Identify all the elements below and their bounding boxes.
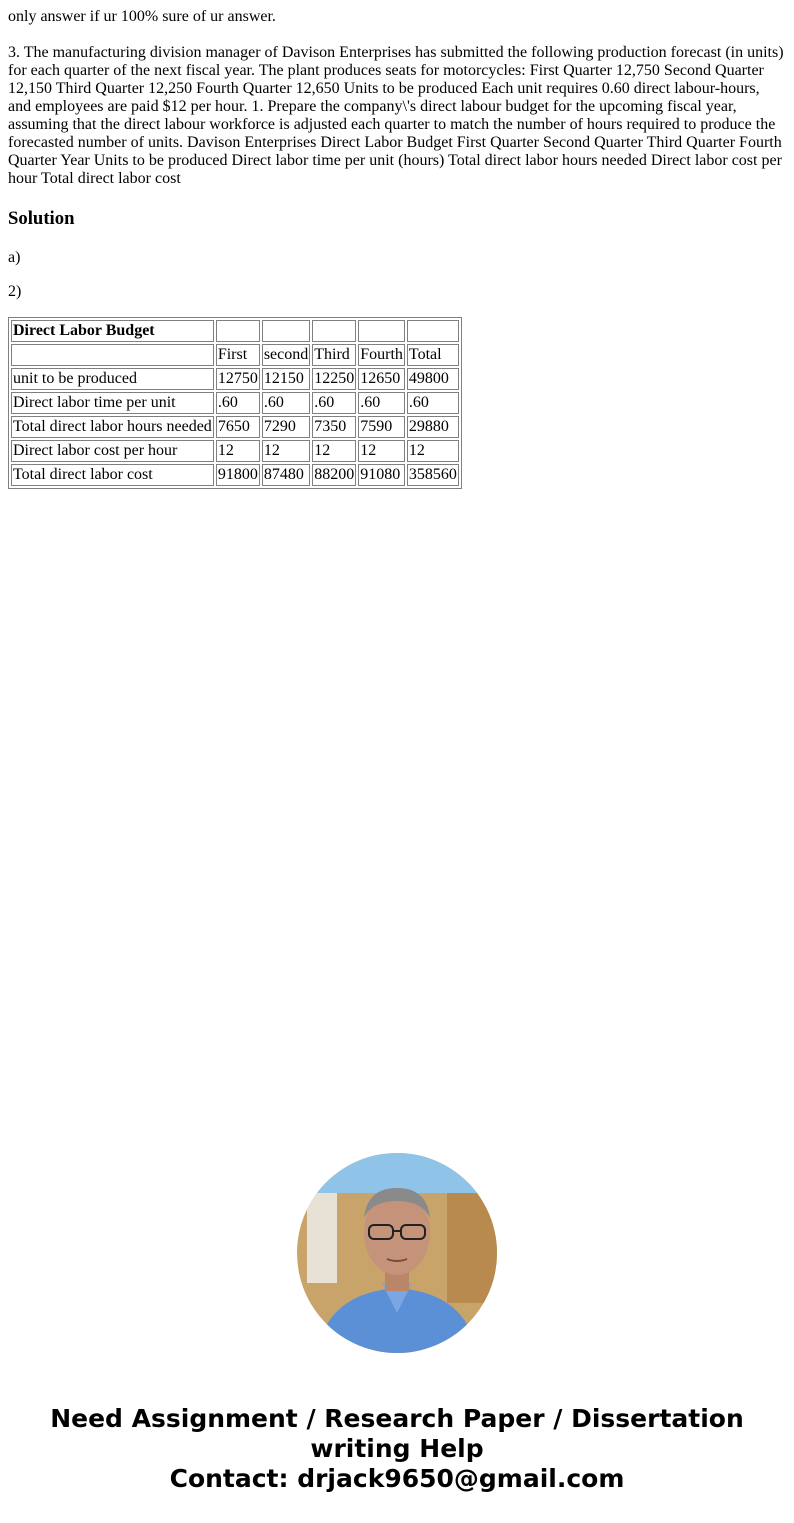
row-label: Direct labor cost per hour bbox=[11, 440, 214, 462]
table-cell: .60 bbox=[312, 392, 357, 414]
empty-cell bbox=[358, 320, 405, 342]
part-a-label: a) bbox=[8, 249, 21, 266]
table-cell: .60 bbox=[215, 392, 260, 414]
table-cell: 7650 bbox=[215, 416, 260, 438]
table-cell: 88200 bbox=[312, 464, 357, 486]
table-cell: 87480 bbox=[261, 464, 311, 486]
table-row: Total direct labor cost 91800 87480 88200 91… bbox=[11, 464, 459, 486]
table-cell: .60 bbox=[358, 392, 405, 414]
question-text: 3. The manufacturing division manager of… bbox=[8, 44, 784, 187]
question-note: only answer if ur 100% sure of ur answer… bbox=[8, 8, 276, 25]
table-title: Direct Labor Budget bbox=[11, 320, 214, 342]
table-cell: 358560 bbox=[406, 464, 459, 486]
row-label: Direct labor time per unit bbox=[11, 392, 214, 414]
direct-labor-budget-table: Direct Labor Budget First second Third Four… bbox=[8, 317, 462, 489]
table-cell: 7590 bbox=[358, 416, 405, 438]
table-cell: Third bbox=[312, 344, 357, 366]
author-photo bbox=[297, 1153, 497, 1353]
footer-line-2: writing Help bbox=[310, 1434, 484, 1463]
table-cell: Total bbox=[406, 344, 459, 366]
table-cell: 12150 bbox=[261, 368, 311, 390]
empty-cell bbox=[406, 320, 459, 342]
part-2-label: 2) bbox=[8, 283, 22, 300]
table-cell: Fourth bbox=[358, 344, 405, 366]
table-cell: 12650 bbox=[358, 368, 405, 390]
table-cell: 12 bbox=[358, 440, 405, 462]
row-label: unit to be produced bbox=[11, 368, 214, 390]
table-cell: .60 bbox=[261, 392, 311, 414]
table-cell: 12 bbox=[312, 440, 357, 462]
empty-cell bbox=[215, 320, 260, 342]
table-cell: 12 bbox=[215, 440, 260, 462]
empty-cell bbox=[312, 320, 357, 342]
table-cell: 29880 bbox=[406, 416, 459, 438]
row-label: Total direct labor cost bbox=[11, 464, 214, 486]
table-cell: 7350 bbox=[312, 416, 357, 438]
table-cell: 12750 bbox=[215, 368, 260, 390]
footer-ad: Need Assignment / Research Paper / Disse… bbox=[0, 1404, 794, 1494]
table-row: unit to be produced 12750 12150 12250 12650 4… bbox=[11, 368, 459, 390]
footer-contact: Contact: drjack9650@gmail.com bbox=[169, 1464, 625, 1493]
table-title-row: Direct Labor Budget bbox=[11, 320, 459, 342]
table-cell: 91800 bbox=[215, 464, 260, 486]
table-cell: 12 bbox=[261, 440, 311, 462]
table-cell: 12250 bbox=[312, 368, 357, 390]
footer-line-1: Need Assignment / Research Paper / Disse… bbox=[50, 1404, 744, 1433]
table-cell: .60 bbox=[406, 392, 459, 414]
table-cell: second bbox=[261, 344, 311, 366]
row-label: Total direct labor hours needed bbox=[11, 416, 214, 438]
table-cell: 7290 bbox=[261, 416, 311, 438]
row-label bbox=[11, 344, 214, 366]
table-row: Direct labor time per unit .60.60.60.60.6… bbox=[11, 392, 459, 414]
table-cell: 12 bbox=[406, 440, 459, 462]
table-header-row: First second Third Fourth Total bbox=[11, 344, 459, 366]
document: only answer if ur 100% sure of ur answer… bbox=[0, 0, 794, 489]
table-row: Total direct labor hours needed 7650 7290 7… bbox=[11, 416, 459, 438]
solution-heading: Solution bbox=[8, 208, 75, 229]
table-row: Direct labor cost per hour 12 12 12 12 12 bbox=[11, 440, 459, 462]
empty-cell bbox=[261, 320, 311, 342]
table-cell: First bbox=[215, 344, 260, 366]
table-cell: 49800 bbox=[406, 368, 459, 390]
table-cell: 91080 bbox=[358, 464, 405, 486]
